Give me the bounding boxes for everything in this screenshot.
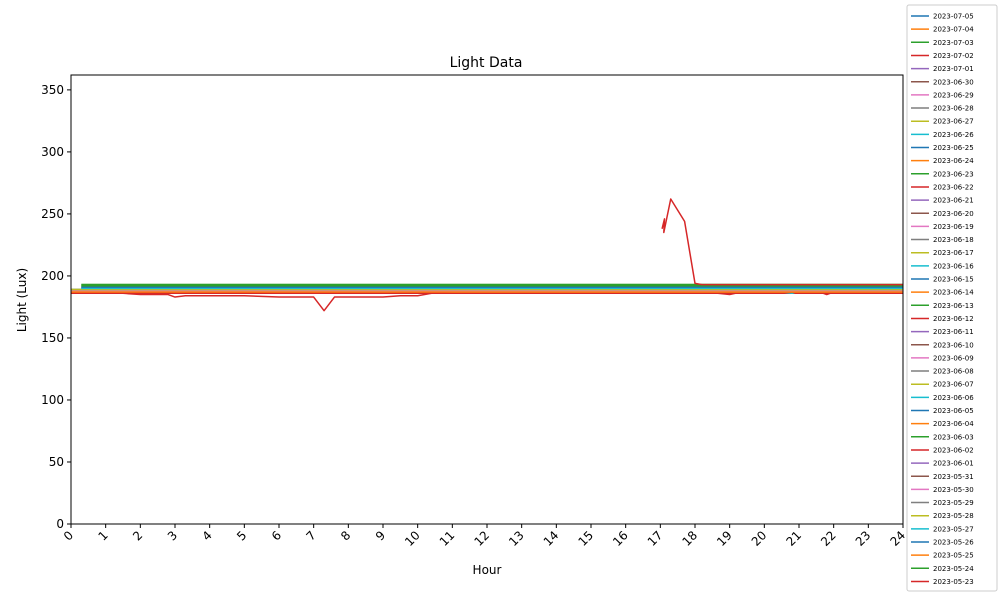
legend-entry-label: 2023-06-01 xyxy=(933,460,974,468)
legend-entry-label: 2023-06-21 xyxy=(933,197,974,205)
legend-entry-label: 2023-06-27 xyxy=(933,118,974,126)
y-tick-label: 200 xyxy=(41,269,64,283)
legend-entry-label: 2023-06-19 xyxy=(933,223,974,231)
series-line-2023-05-23 xyxy=(661,198,903,286)
y-axis: 0 50 100 150 200 250 300 350 xyxy=(41,83,71,531)
legend-entry-label: 2023-06-05 xyxy=(933,407,974,415)
legend-entry-label: 2023-06-26 xyxy=(933,131,974,139)
legend-entry-label: 2023-05-27 xyxy=(933,525,974,533)
y-tick-label: 100 xyxy=(41,393,64,407)
legend-entry-label: 2023-06-09 xyxy=(933,354,974,362)
legend-entry-label: 2023-06-22 xyxy=(933,183,974,191)
legend-entry-label: 2023-06-16 xyxy=(933,262,974,270)
legend-entry-label: 2023-06-17 xyxy=(933,249,974,257)
y-tick-label: 350 xyxy=(41,83,64,97)
legend-entry-label: 2023-06-30 xyxy=(933,78,974,86)
legend-entry-label: 2023-06-11 xyxy=(933,328,974,336)
y-tick-label: 50 xyxy=(49,455,64,469)
legend-entry-label: 2023-06-15 xyxy=(933,276,974,284)
legend-entry-label: 2023-06-03 xyxy=(933,433,974,441)
legend-entry-label: 2023-06-12 xyxy=(933,315,974,323)
legend-entry-label: 2023-05-31 xyxy=(933,473,974,481)
legend-entry-label: 2023-06-20 xyxy=(933,210,974,218)
legend-entry-label: 2023-06-06 xyxy=(933,394,974,402)
legend-entry-label: 2023-05-26 xyxy=(933,539,974,547)
legend-entry-label: 2023-05-29 xyxy=(933,499,974,507)
legend-entry-label: 2023-06-13 xyxy=(933,302,974,310)
legend-entry-label: 2023-06-10 xyxy=(933,341,974,349)
legend-entry-label: 2023-06-25 xyxy=(933,144,974,152)
legend-entry-label: 2023-06-18 xyxy=(933,236,974,244)
legend-box xyxy=(906,4,998,592)
legend-entry-label: 2023-06-08 xyxy=(933,368,974,376)
legend-entry-label: 2023-05-24 xyxy=(933,565,974,573)
legend-entry-label: 2023-05-30 xyxy=(933,486,974,494)
series-layer xyxy=(71,198,903,312)
y-tick-label: 0 xyxy=(56,517,64,531)
legend-entry-label: 2023-06-04 xyxy=(933,420,974,428)
legend-entry-label: 2023-06-14 xyxy=(933,289,974,297)
legend-entry-label: 2023-06-24 xyxy=(933,157,974,165)
legend-entry-label: 2023-07-01 xyxy=(933,65,974,73)
legend-entry-label: 2023-05-28 xyxy=(933,512,974,520)
plot-area xyxy=(71,198,903,312)
y-tick-label: 250 xyxy=(41,207,64,221)
legend-entry-label: 2023-07-03 xyxy=(933,39,974,47)
legend-entry-label: 2023-07-05 xyxy=(933,13,974,21)
chart-title: Light Data xyxy=(450,55,523,71)
x-axis-title: Hour xyxy=(473,563,502,577)
y-tick-label: 300 xyxy=(41,145,64,159)
legend: 2023-07-05 2023-07-04 2023-07-03 2023-07-02… xyxy=(906,4,998,592)
legend-entry-label: 2023-05-25 xyxy=(933,552,974,560)
legend-entry-label: 2023-07-02 xyxy=(933,52,974,60)
legend-entry-label: 2023-06-28 xyxy=(933,105,974,113)
y-axis-title: Light (Lux) xyxy=(15,268,29,332)
legend-entry-label: 2023-05-23 xyxy=(933,578,974,586)
legend-entry-label: 2023-07-04 xyxy=(933,26,974,34)
legend-entry-label: 2023-06-29 xyxy=(933,91,974,99)
legend-entry-label: 2023-06-02 xyxy=(933,446,974,454)
legend-entry-label: 2023-06-23 xyxy=(933,170,974,178)
legend-entry-label: 2023-06-07 xyxy=(933,381,974,389)
y-tick-label: 150 xyxy=(41,331,64,345)
